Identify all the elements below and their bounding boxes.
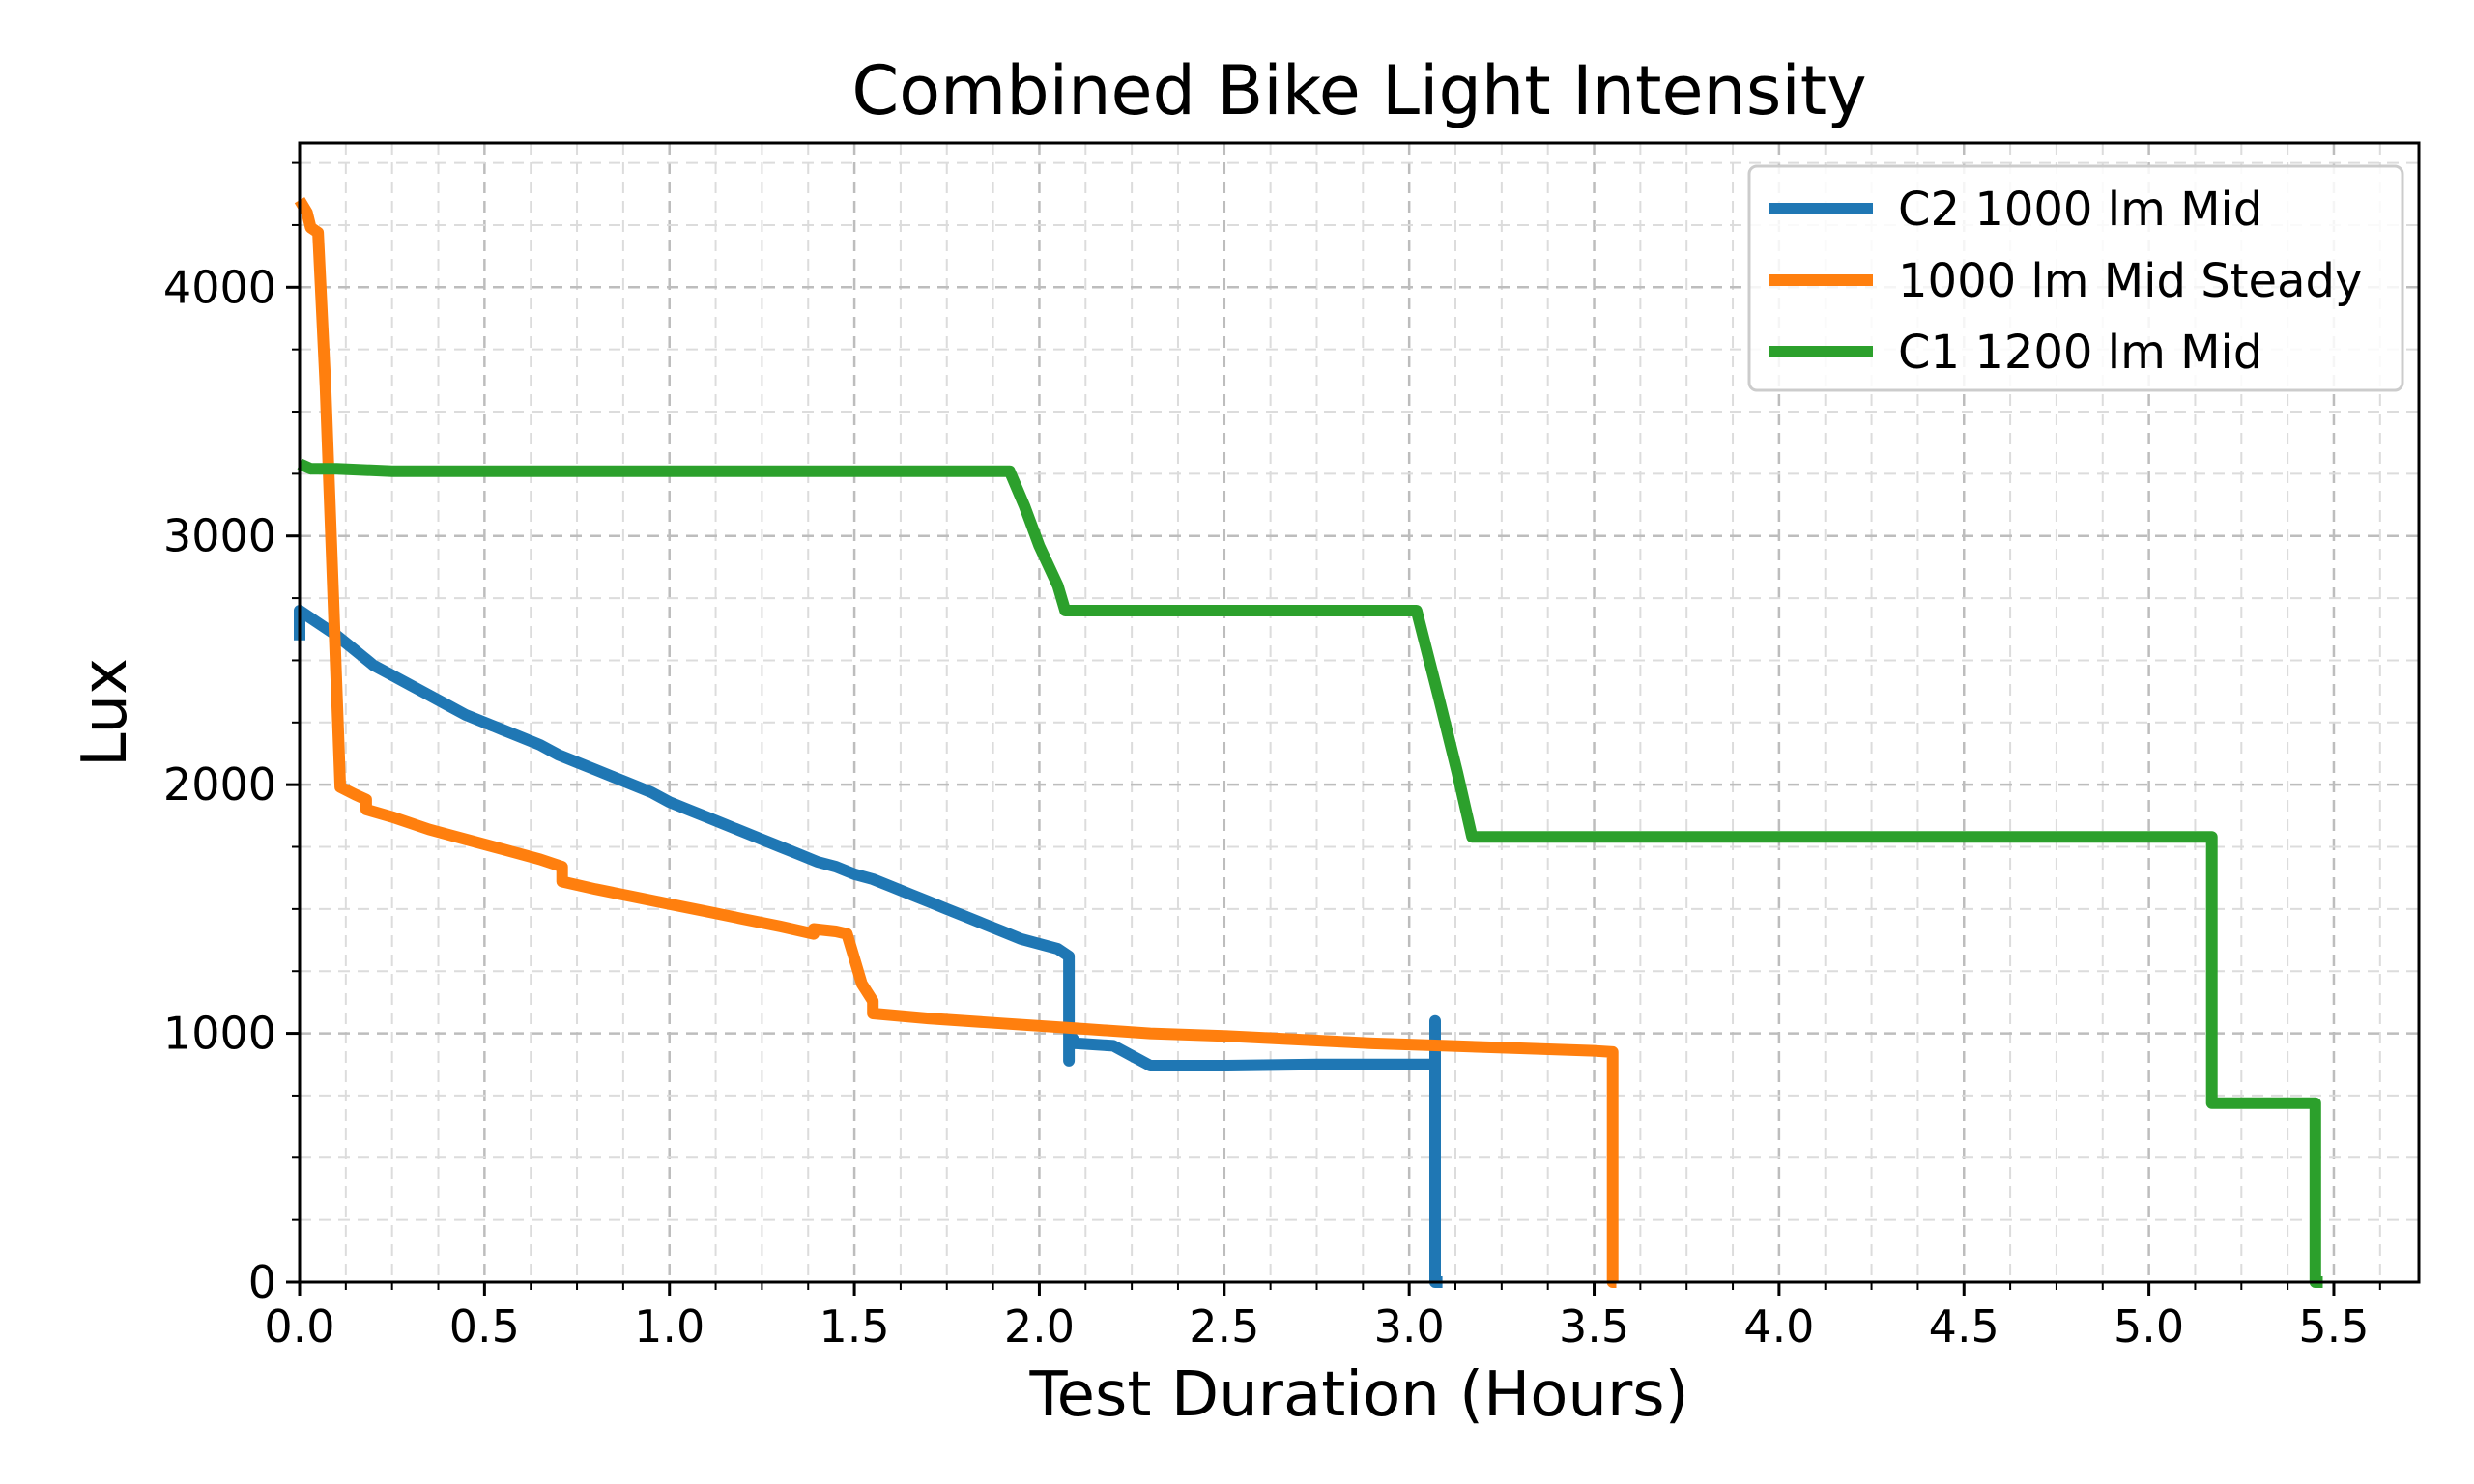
legend-box — [1747, 164, 2404, 392]
y-tick-label: 2000 — [163, 758, 276, 811]
x-tick-label: 5.5 — [2298, 1300, 2369, 1353]
x-axis-label: Test Duration (Hours) — [1028, 1359, 1688, 1431]
chart-title: Combined Bike Light Intensity — [851, 51, 1866, 130]
legend: C2 1000 lm Mid 1000 lm Mid Steady C1 1200 … — [1747, 164, 2404, 392]
y-tick-label: 0 — [248, 1256, 276, 1308]
series-line-2 — [294, 197, 1619, 1288]
x-tick-label: 0.5 — [449, 1300, 520, 1353]
legend-label-2: 1000 lm Mid Steady — [1898, 254, 2362, 308]
series-line-1 — [294, 605, 1443, 1288]
y-tick-label: 1000 — [163, 1008, 276, 1060]
y-tick-label: 3000 — [163, 510, 276, 562]
x-tick-label: 0.0 — [264, 1300, 334, 1353]
y-tick-label: 4000 — [163, 261, 276, 313]
plot-frame — [298, 141, 2421, 1284]
x-tick-label: 5.0 — [2114, 1300, 2184, 1353]
x-tick-label: 4.5 — [1929, 1300, 1999, 1353]
series-line-3 — [297, 458, 2323, 1288]
legend-label-1: C2 1000 lm Mid — [1898, 183, 2262, 237]
y-axis-label: Lux — [70, 658, 141, 767]
legend-label-3: C1 1200 lm Mid — [1898, 326, 2262, 380]
series-group — [294, 197, 2323, 1288]
x-tick-label: 2.0 — [1004, 1300, 1075, 1353]
x-tick-label: 3.0 — [1374, 1300, 1445, 1353]
x-tick-label: 1.0 — [634, 1300, 705, 1353]
x-tick-label: 2.5 — [1189, 1300, 1259, 1353]
x-tick-label: 3.5 — [1559, 1300, 1629, 1353]
x-tick-label: 4.0 — [1743, 1300, 1814, 1353]
x-tick-label: 1.5 — [820, 1300, 890, 1353]
axis-ticks: 0.0 0.5 1.0 1.5 2.0 2.5 3.0 3.5 4.0 4.5 5.0 5.5 0 100… — [163, 161, 2381, 1353]
